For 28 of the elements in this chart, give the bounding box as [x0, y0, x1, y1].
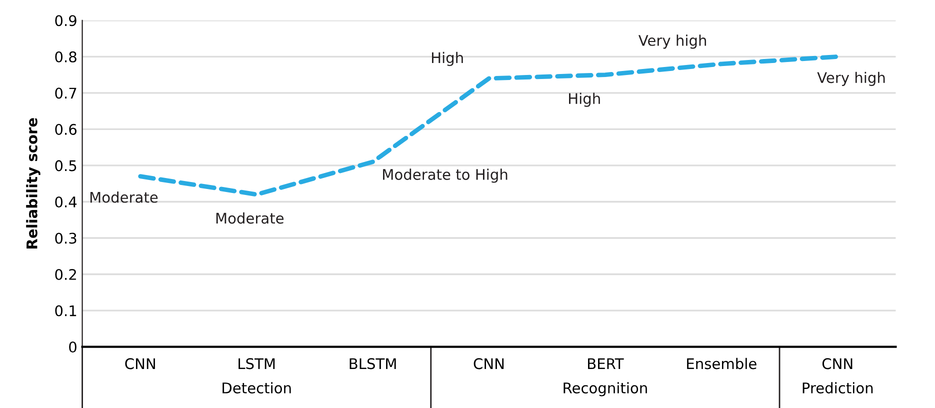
- y-tick-label: 0.8: [55, 51, 76, 62]
- x-tick-label: CNN: [474, 358, 504, 370]
- x-tick-label: CNN: [822, 358, 852, 370]
- x-tick-label: BLSTM: [350, 358, 396, 370]
- y-tick-label: 0.1: [55, 305, 76, 316]
- y-tick-label: 0: [69, 342, 76, 353]
- data-label: High: [432, 52, 463, 66]
- data-label: Moderate: [90, 192, 158, 203]
- data-label: High: [569, 92, 600, 107]
- data-label: Very high: [817, 72, 885, 86]
- y-axis-title: Reliability score: [26, 118, 40, 248]
- y-tick-label: 0.4: [55, 196, 77, 208]
- text: Detection: [222, 382, 291, 394]
- y-tick-label: 0.3: [55, 232, 76, 244]
- y-tick-label: 0.6: [55, 124, 76, 135]
- y-tick-label: 0.7: [55, 88, 76, 99]
- y-tick-label: 0.2: [55, 268, 76, 280]
- y-tick-label: 0.5: [55, 160, 76, 172]
- x-tick-label: CNN: [125, 358, 155, 370]
- x-tick-label: BERT: [588, 358, 624, 369]
- text: Prediction: [802, 382, 873, 394]
- x-tick-label: LSTM: [238, 358, 275, 370]
- x-tick-label: Ensemble: [687, 358, 756, 370]
- y-tick-label: 0.9: [55, 15, 76, 26]
- data-label: Very high: [638, 34, 706, 49]
- data-label: Moderate to High: [383, 168, 508, 183]
- data-label: Moderate: [216, 212, 284, 224]
- text: Recognition: [564, 382, 647, 396]
